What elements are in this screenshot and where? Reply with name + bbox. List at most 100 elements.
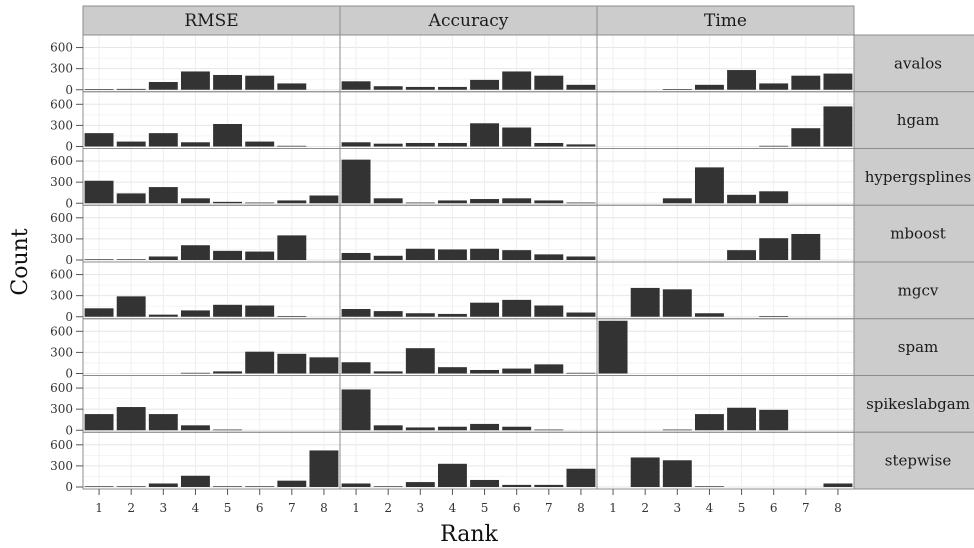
bar-stepwise-rmse-rank-4: [180, 475, 210, 487]
bar-stepwise-rmse-rank-5: [213, 486, 243, 487]
strip-bg-accuracy: [339, 5, 598, 36]
bar-spikeslabgam-rmse-rank-4: [180, 425, 210, 431]
bar-spam-rmse-rank-7: [277, 353, 307, 374]
bar-hypergsplines-accuracy-rank-2: [373, 198, 403, 204]
y-tick-label: 300: [50, 459, 73, 473]
bar-hypergsplines-accuracy-rank-6: [502, 198, 532, 204]
bar-mgcv-rmse-rank-5: [213, 304, 243, 317]
bar-spikeslabgam-accuracy-rank-1: [341, 389, 371, 431]
bar-spikeslabgam-time-rank-5: [727, 407, 757, 431]
y-tick-label: 300: [50, 402, 73, 416]
bar-hgam-time-rank-6: [759, 145, 789, 147]
bar-hypergsplines-rmse-rank-3: [148, 187, 178, 204]
bar-mboost-accuracy-rank-2: [373, 255, 403, 260]
bar-mboost-time-rank-7: [791, 233, 821, 260]
strip-bg-hgam: [853, 91, 974, 149]
bar-hgam-time-rank-8: [823, 106, 853, 147]
bar-avalos-accuracy-rank-6: [502, 71, 532, 90]
x-tick-label: 5: [481, 501, 489, 515]
bar-hgam-rmse-rank-1: [84, 133, 114, 147]
bar-avalos-accuracy-rank-3: [405, 86, 435, 90]
bar-avalos-accuracy-rank-8: [566, 84, 596, 90]
column-strip-time: Time: [704, 11, 747, 31]
bar-avalos-accuracy-rank-1: [341, 81, 371, 90]
y-tick-label: 300: [50, 175, 73, 189]
bar-mgcv-time-rank-3: [662, 289, 692, 317]
bar-mboost-time-rank-5: [727, 250, 757, 260]
y-tick-label: 0: [65, 423, 73, 437]
x-tick-label: 3: [159, 501, 167, 515]
bar-mgcv-accuracy-rank-3: [405, 313, 435, 317]
x-tick-label: 2: [384, 501, 392, 515]
row-strip-spikeslabgam: spikeslabgam: [866, 395, 970, 413]
panel-stepwise-rmse: [83, 432, 340, 489]
bar-avalos-time-rank-8: [823, 73, 853, 90]
bar-avalos-time-rank-4: [694, 84, 724, 90]
x-axis-title: Rank: [440, 522, 498, 547]
x-tick-label: 1: [352, 501, 360, 515]
bar-avalos-time-rank-5: [727, 70, 757, 90]
strip-bg-avalos: [853, 34, 974, 93]
bar-stepwise-accuracy-rank-8: [566, 468, 596, 487]
x-tick-label: 8: [834, 501, 842, 515]
y-tick-label: 300: [50, 345, 73, 359]
bar-hgam-accuracy-rank-5: [470, 123, 500, 147]
bar-spikeslabgam-time-rank-3: [662, 429, 692, 431]
bar-stepwise-accuracy-rank-2: [373, 486, 403, 487]
bar-stepwise-accuracy-rank-6: [502, 484, 532, 487]
bar-spikeslabgam-accuracy-rank-5: [470, 423, 500, 431]
bar-mboost-rmse-rank-2: [116, 259, 146, 260]
y-tick-label: 600: [50, 211, 73, 225]
panel-hgam-accuracy: [340, 91, 597, 149]
bar-mgcv-accuracy-rank-8: [566, 312, 596, 317]
bar-mgcv-rmse-rank-7: [277, 316, 307, 317]
bar-mboost-accuracy-rank-8: [566, 256, 596, 260]
bar-spikeslabgam-accuracy-rank-2: [373, 425, 403, 431]
strip-bg-time: [596, 5, 855, 36]
y-tick-label: 300: [50, 118, 73, 132]
bar-mboost-rmse-rank-3: [148, 256, 178, 260]
bar-mboost-rmse-rank-7: [277, 235, 307, 260]
bar-stepwise-accuracy-rank-3: [405, 482, 435, 487]
bar-spam-accuracy-rank-7: [534, 364, 564, 374]
x-tick-label: 8: [320, 501, 328, 515]
y-axis-title: Count: [8, 228, 33, 295]
x-tick-label: 6: [770, 501, 778, 515]
bar-hypergsplines-rmse-rank-5: [213, 201, 243, 204]
row-strip-mboost: mboost: [890, 225, 946, 243]
row-strip-mgcv: mgcv: [898, 281, 939, 299]
x-tick-label: 7: [802, 501, 810, 515]
y-tick-label: 300: [50, 62, 73, 76]
bar-avalos-rmse-rank-5: [213, 74, 243, 90]
bar-mboost-rmse-rank-6: [245, 251, 275, 260]
x-tick-label: 2: [127, 501, 135, 515]
bar-hypergsplines-rmse-rank-7: [277, 200, 307, 204]
y-tick-label: 600: [50, 268, 73, 282]
bar-stepwise-rmse-rank-1: [84, 486, 114, 487]
y-tick-label: 0: [65, 140, 73, 154]
bar-avalos-rmse-rank-7: [277, 83, 307, 90]
y-tick-label: 600: [50, 154, 73, 168]
bar-avalos-time-rank-6: [759, 83, 789, 90]
panel-spikeslabgam-accuracy: [340, 375, 597, 433]
x-tick-label: 7: [288, 501, 296, 515]
x-tick-label: 3: [673, 501, 681, 515]
bar-stepwise-rmse-rank-3: [148, 483, 178, 487]
bar-hgam-accuracy-rank-4: [437, 142, 467, 147]
bar-avalos-rmse-rank-4: [180, 71, 210, 90]
bar-mgcv-accuracy-rank-5: [470, 302, 500, 317]
bar-hypergsplines-time-rank-4: [694, 167, 724, 204]
bar-hypergsplines-rmse-rank-8: [309, 195, 339, 204]
bar-stepwise-rmse-rank-8: [309, 450, 339, 487]
bar-hypergsplines-rmse-rank-6: [245, 202, 275, 204]
bar-spam-time-rank-1: [598, 320, 628, 374]
bar-hypergsplines-rmse-rank-1: [84, 180, 114, 204]
bar-mgcv-rmse-rank-2: [116, 296, 146, 317]
bar-spam-accuracy-rank-8: [566, 372, 596, 374]
bar-hgam-accuracy-rank-2: [373, 143, 403, 147]
panel-avalos-rmse: [83, 35, 340, 92]
y-tick-label: 600: [50, 381, 73, 395]
bar-mgcv-accuracy-rank-4: [437, 313, 467, 317]
bar-stepwise-time-rank-3: [662, 460, 692, 487]
panel-hypergsplines-accuracy: [340, 148, 597, 206]
